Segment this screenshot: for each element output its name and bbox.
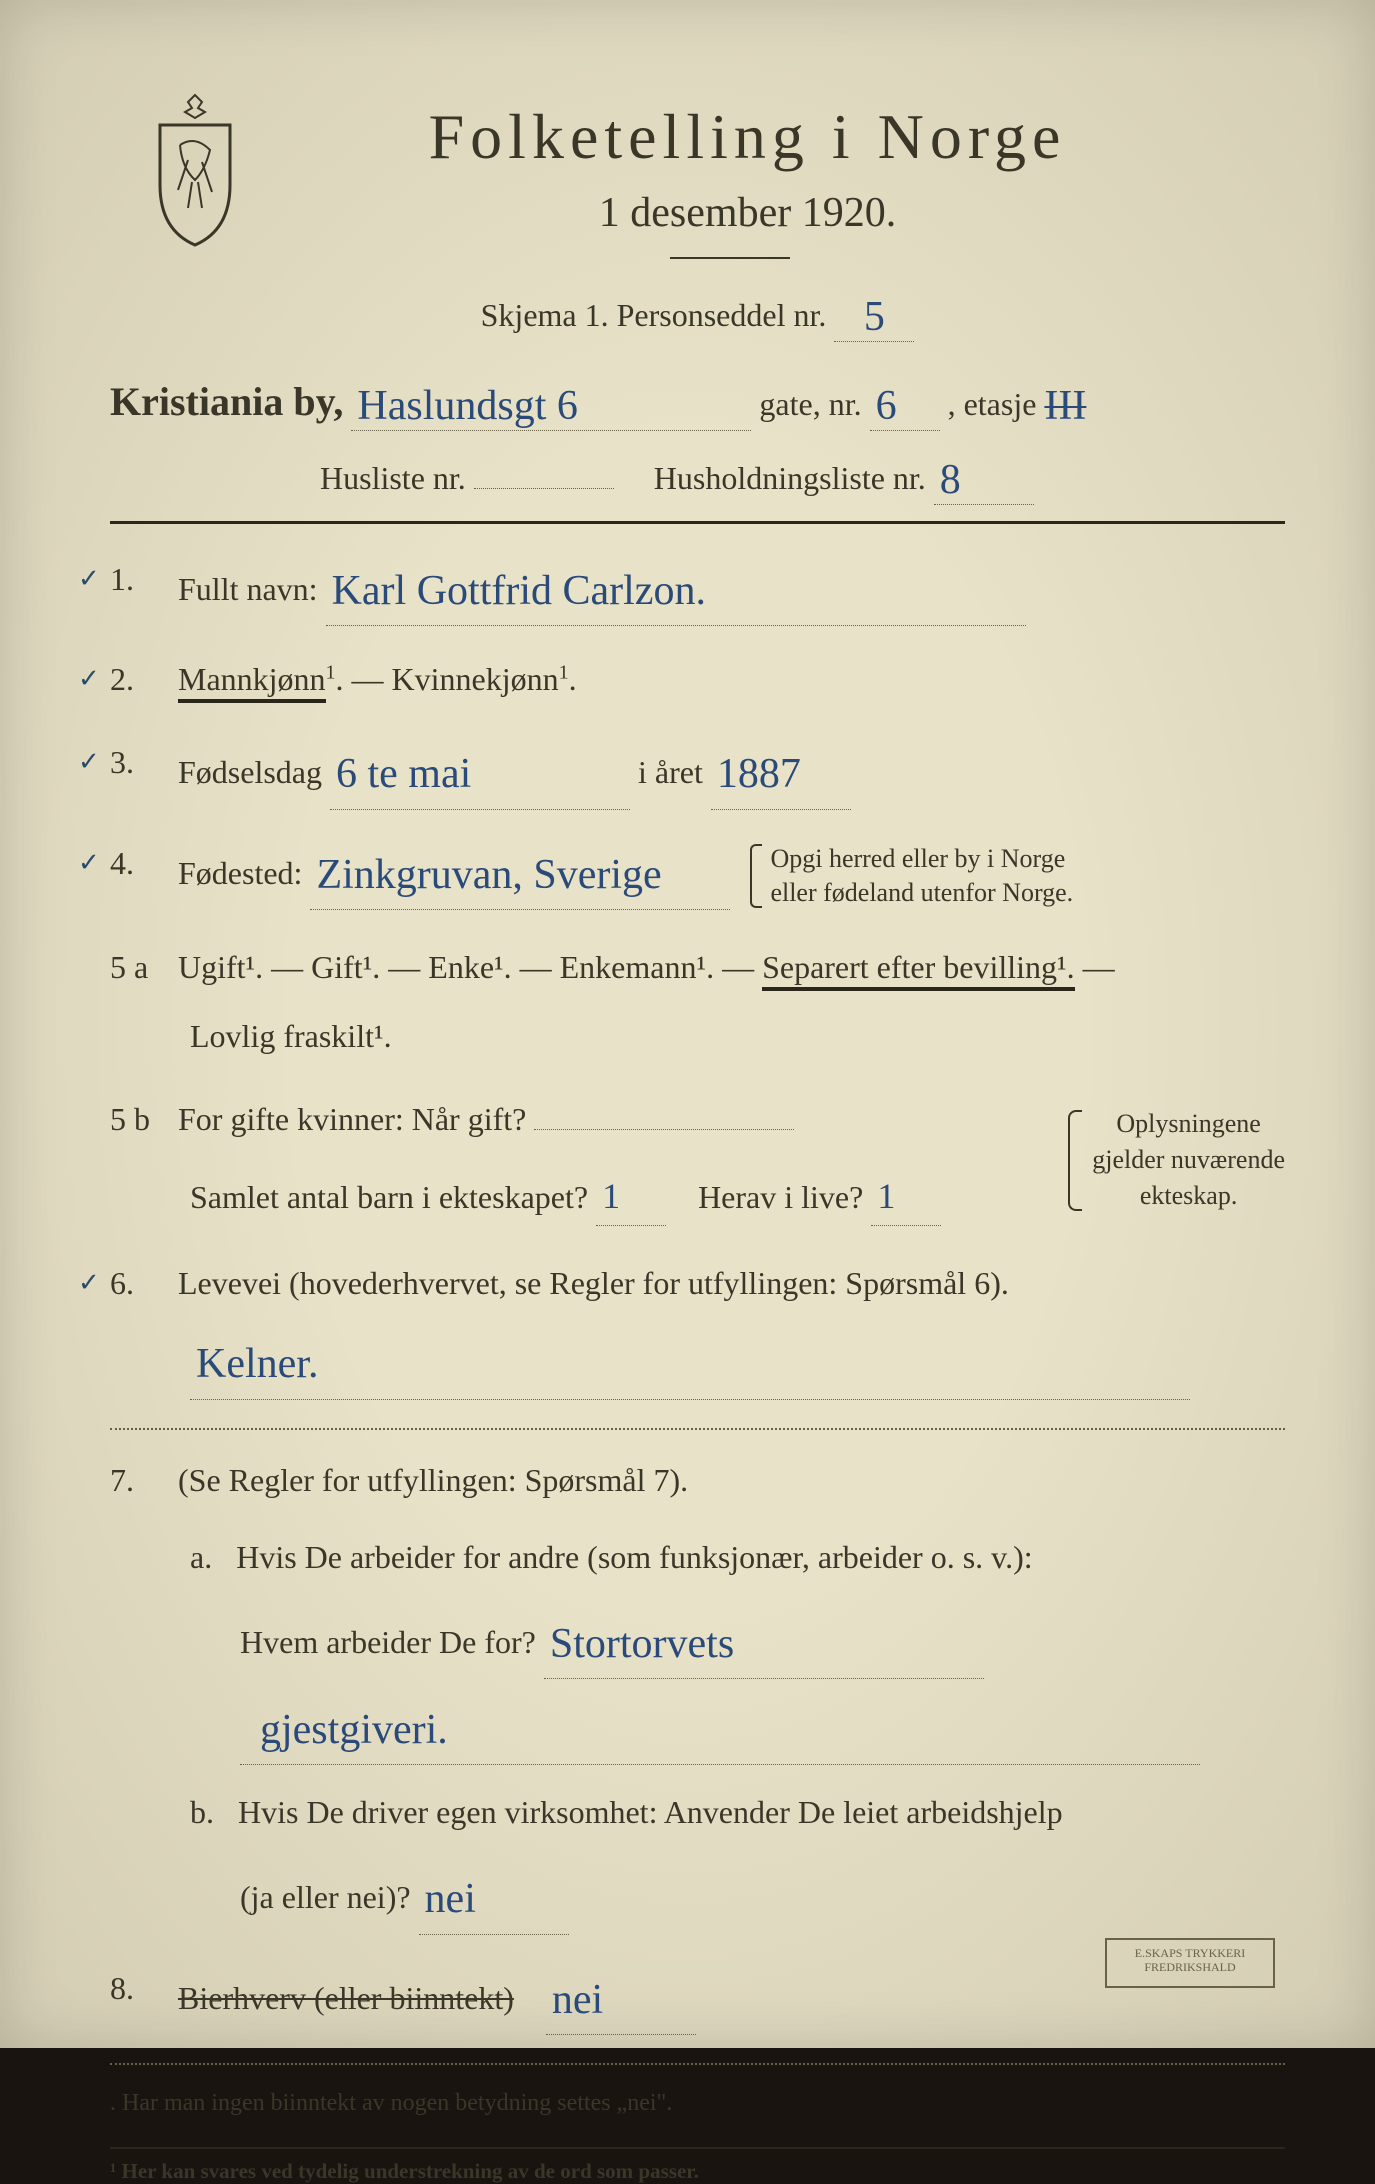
census-form-page: Folketelling i Norge 1 desember 1920. Sk… — [0, 0, 1375, 2048]
q3-year-label: i året — [638, 754, 703, 790]
check-icon: ✓ — [78, 741, 100, 783]
q5a-line2: Lovlig fraskilt¹. — [190, 1011, 1285, 1062]
q7a-text: Hvis De arbeider for andre (som funksjon… — [236, 1539, 1032, 1575]
q5a-options: Ugift¹. — Gift¹. — Enke¹. — Enkemann¹. — — [178, 949, 762, 985]
question-1: ✓ 1. Fullt navn: Karl Gottfrid Carlzon. — [110, 554, 1285, 622]
q1-num: 1. — [110, 554, 170, 605]
question-6: ✓ 6. Levevei (hovederhvervet, se Regler … — [110, 1258, 1285, 1395]
question-5b: 5 b For gifte kvinner: Når gift? Samlet … — [110, 1094, 1285, 1226]
q3-year: 1887 — [711, 741, 851, 809]
q4-value: Zinkgruvan, Sverige — [310, 842, 730, 910]
q3-label: Fødselsdag — [178, 754, 322, 790]
q4-note: Opgi herred eller by i Norge eller fødel… — [750, 842, 1073, 910]
divider — [670, 257, 790, 259]
husliste-label: Husliste nr. — [320, 460, 466, 496]
gate-value: 6 — [870, 382, 940, 431]
q5b-l2b: Herav i live? — [698, 1179, 863, 1215]
question-4: ✓ 4. Fødested: Zinkgruvan, Sverige Opgi … — [110, 838, 1285, 910]
q6-label: Levevei (hovederhvervet, se Regler for u… — [178, 1265, 1009, 1301]
q8-label: Bierhverv (eller biinntekt) — [178, 1980, 514, 2016]
city-label: Kristiania by, — [110, 378, 343, 425]
q5b-children-total: 1 — [596, 1168, 666, 1227]
q7b-label: b. — [190, 1794, 214, 1830]
q7-num: 7. — [110, 1455, 170, 1506]
q7a-value-l2: gjestgiveri. — [240, 1697, 1200, 1765]
q8-num: 8. — [110, 1963, 170, 2014]
q3-day: 6 te mai — [330, 741, 630, 809]
form-header: Folketelling i Norge 1 desember 1920. — [110, 100, 1285, 259]
q1-value: Karl Gottfrid Carlzon. — [326, 558, 1026, 626]
street-value: Haslundsgt 6 — [351, 382, 751, 431]
schema-number: 5 — [834, 293, 914, 342]
q2-num: 2. — [110, 654, 170, 705]
schema-label: Skjema 1. Personseddel nr. — [481, 297, 827, 333]
title-main: Folketelling i Norge — [210, 100, 1285, 174]
q3-num: 3. — [110, 737, 170, 788]
question-3: ✓ 3. Fødselsdag 6 te mai i året 1887 — [110, 737, 1285, 805]
schema-line: Skjema 1. Personseddel nr. 5 — [110, 289, 1285, 338]
q5b-num: 5 b — [110, 1094, 170, 1145]
dotted-divider-2 — [110, 2063, 1285, 2065]
q5a-num: 5 a — [110, 942, 170, 993]
printer-stamp: E.SKAPS TRYKKERI FREDRIKSHALD — [1105, 1938, 1275, 1988]
q6-num: 6. — [110, 1258, 170, 1309]
etasje-label: , etasje — [948, 386, 1037, 423]
q7a-label: a. — [190, 1539, 212, 1575]
footnote-2: ¹ Her kan svares ved tydelig understrekn… — [110, 2147, 1285, 2184]
dotted-divider — [110, 1428, 1285, 1430]
q7b-q: (ja eller nei)? — [240, 1879, 411, 1915]
q5b-children-living: 1 — [871, 1168, 941, 1227]
q7a-q: Hvem arbeider De for? — [240, 1624, 536, 1660]
gate-label: gate, nr. — [759, 386, 861, 423]
check-icon: ✓ — [78, 1262, 100, 1304]
q7-label: (Se Regler for utfyllingen: Spørsmål 7). — [178, 1462, 688, 1498]
q7b-text: Hvis De driver egen virksomhet: Anvender… — [238, 1794, 1063, 1830]
question-7: 7. (Se Regler for utfyllingen: Spørsmål … — [110, 1455, 1285, 1931]
check-icon: ✓ — [78, 658, 100, 700]
q8-value: nei — [546, 1967, 696, 2035]
q4-note-l2: eller fødeland utenfor Norge. — [770, 878, 1073, 907]
check-icon: ✓ — [78, 558, 100, 600]
q5b-l2a: Samlet antal barn i ekteskapet? — [190, 1179, 588, 1215]
q5b-l1: For gifte kvinner: Når gift? — [178, 1101, 526, 1137]
q4-note-l1: Opgi herred eller by i Norge — [770, 844, 1065, 873]
question-5a: 5 a Ugift¹. — Gift¹. — Enke¹. — Enkemann… — [110, 942, 1285, 1062]
q5a-selected: Separert efter bevilling¹. — [762, 949, 1075, 991]
section-divider — [110, 521, 1285, 524]
q2-male: Mannkjønn — [178, 661, 326, 703]
coat-of-arms-icon — [140, 90, 250, 250]
q5b-note: Oplysningene gjelder nuværende ekteskap. — [1068, 1106, 1285, 1215]
etasje-value: III — [1044, 382, 1086, 430]
q7b-value: nei — [419, 1866, 569, 1934]
husliste-value — [474, 488, 614, 489]
location-line-1: Kristiania by, Haslundsgt 6 gate, nr. 6 … — [110, 378, 1285, 427]
question-2: ✓ 2. Mannkjønn1. — Kvinnekjønn1. — [110, 654, 1285, 705]
check-icon: ✓ — [78, 842, 100, 884]
title-subtitle: 1 desember 1920. — [210, 189, 1285, 237]
footnote-1: . Har man ingen biinntekt av nogen betyd… — [110, 2090, 1285, 2117]
husholdning-value: 8 — [934, 456, 1034, 505]
location-line-2: Husliste nr. Husholdningsliste nr. 8 — [320, 452, 1285, 501]
husholdning-label: Husholdningsliste nr. — [654, 460, 926, 496]
q2-female: — Kvinnekjønn — [352, 661, 559, 697]
q4-num: 4. — [110, 838, 170, 889]
q4-label: Fødested: — [178, 855, 302, 891]
q6-value: Kelner. — [190, 1331, 1190, 1399]
q7a-value-l1: Stortorvets — [544, 1611, 984, 1679]
q1-label: Fullt navn: — [178, 571, 318, 607]
